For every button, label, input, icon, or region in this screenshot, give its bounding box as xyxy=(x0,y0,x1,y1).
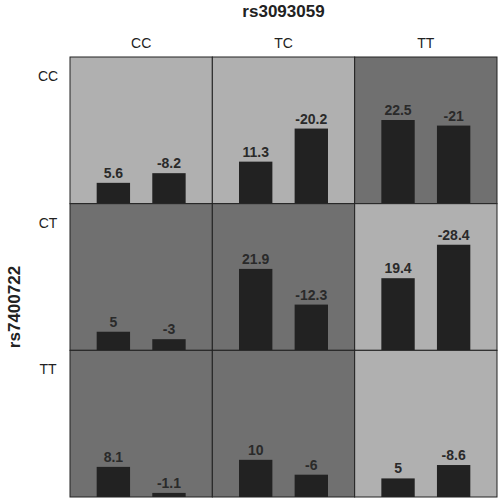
data-label: 19.4 xyxy=(384,260,411,276)
bar xyxy=(381,478,414,497)
data-label: -8.2 xyxy=(157,155,181,171)
bar xyxy=(152,173,185,203)
bar xyxy=(437,465,470,497)
data-label: 11.3 xyxy=(242,144,269,160)
data-label: 22.5 xyxy=(384,102,411,118)
cell-background xyxy=(70,350,212,497)
row-label: CT xyxy=(39,215,58,231)
bar xyxy=(381,278,414,350)
cell-background xyxy=(355,204,497,351)
data-label: 8.1 xyxy=(104,449,124,465)
cell-background xyxy=(355,57,497,204)
bar xyxy=(437,245,470,351)
bars xyxy=(239,269,328,350)
data-label: -6 xyxy=(305,457,318,473)
chart: rs3093059 rs7400722 CC TC TT CC CT TT 5.6 -8.2 11.… xyxy=(0,0,500,500)
bar xyxy=(381,120,414,204)
column-label: TT xyxy=(417,35,435,51)
data-label: -12.3 xyxy=(295,287,327,303)
bar xyxy=(295,305,328,351)
bar xyxy=(437,126,470,204)
cell-background xyxy=(212,350,354,497)
cell-background xyxy=(70,204,212,351)
bar xyxy=(295,475,328,497)
data-label: -21 xyxy=(444,108,464,124)
bar xyxy=(152,339,185,350)
cell-background xyxy=(212,204,354,351)
row-label: CC xyxy=(38,68,58,84)
column-label: CC xyxy=(131,35,151,51)
data-label: 5 xyxy=(394,460,402,476)
data-label: 21.9 xyxy=(242,251,269,267)
cell-background xyxy=(355,350,497,497)
cell-background xyxy=(212,57,354,204)
bar xyxy=(97,332,130,351)
bar xyxy=(239,460,272,497)
bars xyxy=(381,245,470,351)
data-label: -1.1 xyxy=(157,475,181,491)
bars xyxy=(381,120,470,204)
data-label: -28.4 xyxy=(438,227,470,243)
bar xyxy=(97,183,130,204)
data-label: 10 xyxy=(248,442,264,458)
column-label: TC xyxy=(274,35,293,51)
bar xyxy=(152,493,185,497)
row-label: TT xyxy=(39,361,57,377)
y-title: rs7400722 xyxy=(5,266,24,348)
bar xyxy=(239,269,272,350)
data-label: 5.6 xyxy=(104,165,124,181)
data-label: -3 xyxy=(163,321,176,337)
bars xyxy=(239,129,328,204)
data-label: -8.6 xyxy=(442,447,466,463)
bar xyxy=(295,129,328,204)
bar xyxy=(97,467,130,497)
cell-background xyxy=(70,57,212,204)
x-title: rs3093059 xyxy=(242,2,324,21)
data-label: 5 xyxy=(109,314,117,330)
bars xyxy=(97,467,186,497)
bar xyxy=(239,162,272,204)
data-label: -20.2 xyxy=(295,111,327,127)
